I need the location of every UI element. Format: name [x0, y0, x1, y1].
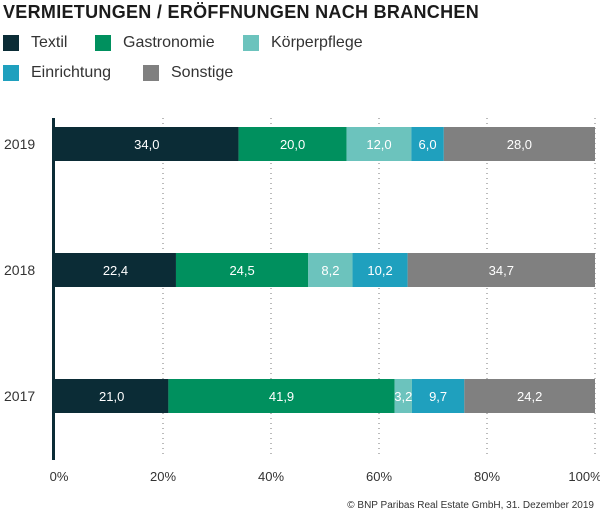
copyright-footer: © BNP Paribas Real Estate GmbH, 31. Deze…: [347, 500, 594, 511]
legend-item-gastronomie: Gastronomie: [95, 34, 215, 52]
x-tick-label: 40%: [258, 469, 284, 484]
y-category-label: 2019: [4, 136, 35, 152]
data-label: 41,9: [269, 389, 294, 404]
data-label: 12,0: [366, 137, 391, 152]
data-label: 24,5: [229, 263, 254, 278]
chart-title: VERMIETUNGEN / ERÖFFNUNGEN NACH BRANCHEN: [3, 2, 480, 22]
bar-segment-einrichtung-2019: [411, 127, 444, 161]
y-category-label: 2018: [4, 262, 35, 278]
bar-segment-sonstige-2019: [443, 127, 595, 161]
bar-segment-einrichtung-2017: [411, 379, 465, 413]
data-label: 20,0: [280, 137, 305, 152]
legend-label: Körperpflege: [271, 34, 363, 51]
legend-label: Textil: [31, 34, 68, 51]
x-tick-label: 20%: [150, 469, 176, 484]
x-tick-label: 60%: [366, 469, 392, 484]
x-tick-label: 100%: [568, 469, 600, 484]
data-label: 10,2: [367, 263, 392, 278]
bar-segment-gastronomie-2017: [168, 379, 395, 413]
data-label: 28,0: [507, 137, 532, 152]
bar-segment-gastronomie-2018: [175, 253, 309, 287]
legend-swatch: [95, 35, 111, 51]
data-label: 24,2: [517, 389, 542, 404]
legend-swatch: [243, 35, 259, 51]
legend-item-körperpflege: Körperpflege: [243, 34, 363, 52]
bar-segment-textil-2017: [55, 379, 169, 413]
bar-segment-textil-2018: [55, 253, 176, 287]
bar-segment-einrichtung-2018: [352, 253, 408, 287]
x-tick-label: 0%: [50, 469, 69, 484]
bar-segment-körperpflege-2018: [308, 253, 353, 287]
legend-swatch: [3, 65, 19, 81]
data-label: 22,4: [103, 263, 128, 278]
data-label: 9,7: [429, 389, 447, 404]
legend-item-einrichtung: Einrichtung: [3, 64, 111, 82]
legend-swatch: [3, 35, 19, 51]
bar-segment-körperpflege-2019: [346, 127, 412, 161]
chart-plot: 0% 20% 40% 60% 80% 100% 2019 34,0 20,0 12,0 6,0 28,…: [4, 118, 600, 484]
bar-segment-körperpflege-2017: [394, 379, 412, 413]
bar-segment-gastronomie-2019: [238, 127, 347, 161]
legend-item-sonstige: Sonstige: [143, 64, 233, 82]
data-label: 3,2: [394, 389, 412, 404]
x-tick-label: 80%: [474, 469, 500, 484]
data-label: 21,0: [99, 389, 124, 404]
legend-label: Einrichtung: [31, 64, 112, 81]
legend-item-textil: Textil: [3, 34, 67, 52]
data-label: 8,2: [321, 263, 339, 278]
y-category-label: 2017: [4, 388, 35, 404]
data-label: 34,7: [489, 263, 514, 278]
legend-label: Sonstige: [171, 64, 234, 81]
legend-label: Gastronomie: [123, 34, 215, 51]
data-label: 34,0: [134, 137, 159, 152]
bar-segment-textil-2019: [55, 127, 239, 161]
data-label: 6,0: [419, 137, 437, 152]
legend-swatch: [143, 65, 159, 81]
bar-segment-sonstige-2018: [407, 253, 595, 287]
bar-segment-sonstige-2017: [464, 379, 595, 413]
